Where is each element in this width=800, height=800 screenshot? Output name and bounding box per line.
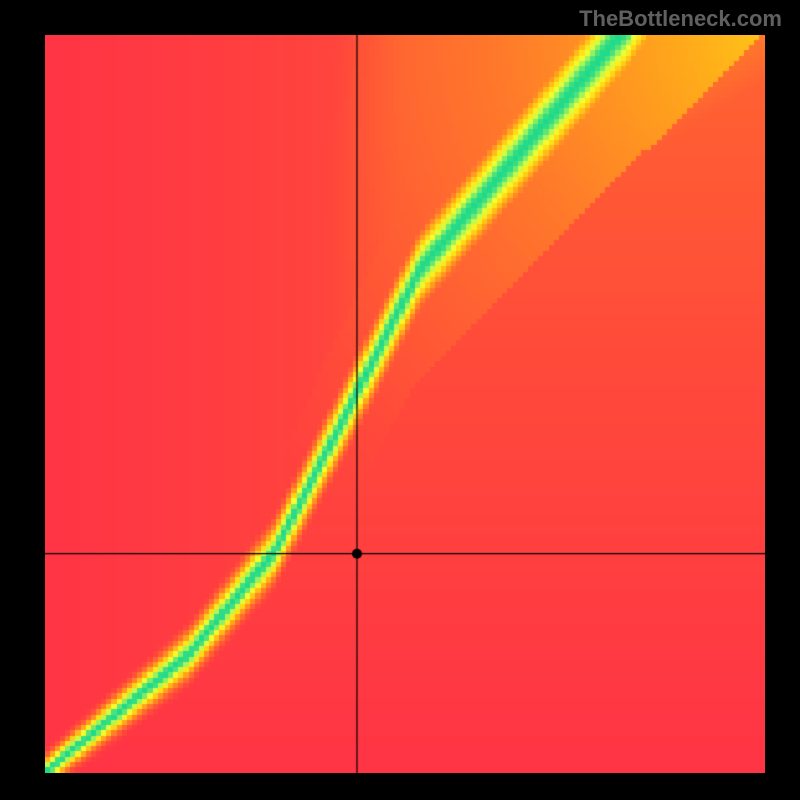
heatmap-plot	[45, 35, 765, 773]
heatmap-canvas	[45, 35, 765, 773]
chart-container: TheBottleneck.com	[0, 0, 800, 800]
attribution-text: TheBottleneck.com	[579, 6, 782, 32]
